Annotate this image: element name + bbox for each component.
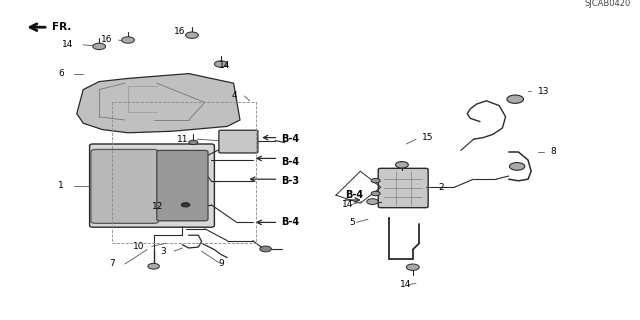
FancyBboxPatch shape (91, 149, 159, 223)
Text: 4: 4 (231, 92, 237, 100)
Text: B-4: B-4 (282, 156, 300, 167)
Circle shape (507, 95, 524, 103)
Text: 15: 15 (422, 133, 434, 142)
Text: 9: 9 (218, 260, 224, 268)
FancyBboxPatch shape (157, 150, 208, 221)
Text: 1: 1 (58, 181, 64, 190)
Circle shape (148, 263, 159, 269)
Text: B-4: B-4 (282, 217, 300, 228)
Text: 2: 2 (438, 183, 444, 192)
Text: 13: 13 (538, 87, 549, 96)
FancyBboxPatch shape (219, 130, 258, 153)
Circle shape (222, 140, 230, 143)
Text: 14: 14 (219, 61, 230, 70)
Circle shape (214, 61, 227, 67)
Text: 10: 10 (132, 242, 144, 251)
Text: 5: 5 (349, 218, 355, 227)
Text: FR.: FR. (52, 22, 72, 32)
Circle shape (367, 199, 378, 204)
Circle shape (509, 163, 525, 170)
Circle shape (371, 178, 380, 183)
Text: 3: 3 (161, 247, 166, 256)
Text: B-4: B-4 (282, 134, 300, 144)
Circle shape (371, 191, 380, 196)
Text: 6: 6 (58, 69, 64, 78)
Text: B-4: B-4 (346, 190, 364, 200)
Text: 14: 14 (400, 280, 412, 289)
Text: 16: 16 (100, 36, 112, 44)
Circle shape (406, 264, 419, 270)
Circle shape (186, 32, 198, 38)
Circle shape (181, 203, 190, 207)
Bar (112, 102, 256, 243)
Text: B-3: B-3 (282, 176, 300, 186)
Polygon shape (77, 74, 240, 133)
Circle shape (122, 37, 134, 43)
Text: SJCAB0420: SJCAB0420 (584, 0, 630, 8)
Text: 14: 14 (62, 40, 74, 49)
FancyBboxPatch shape (90, 144, 214, 227)
Text: 7: 7 (109, 260, 115, 268)
FancyBboxPatch shape (378, 168, 428, 208)
Text: 14: 14 (342, 200, 354, 209)
Circle shape (260, 246, 271, 252)
Circle shape (249, 133, 255, 136)
Text: 8: 8 (550, 148, 556, 156)
Text: 12: 12 (152, 202, 163, 211)
Text: 16: 16 (174, 28, 186, 36)
Circle shape (93, 43, 106, 50)
Circle shape (396, 162, 408, 168)
Text: 11: 11 (177, 135, 189, 144)
Circle shape (189, 140, 198, 145)
